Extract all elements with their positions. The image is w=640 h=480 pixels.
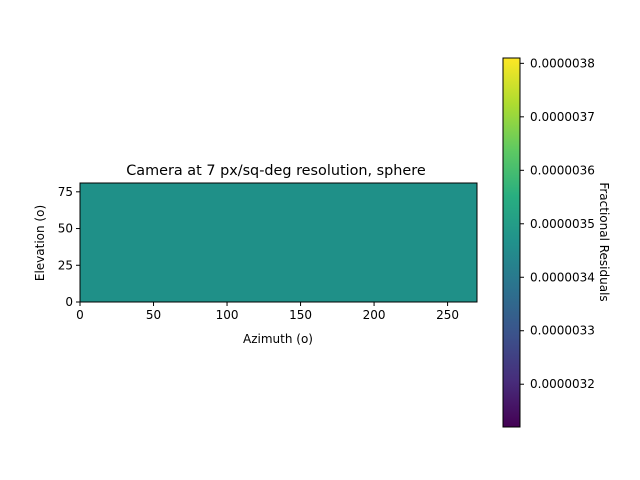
chart-title: Camera at 7 px/sq-deg resolution, sphere xyxy=(126,163,426,179)
y-tick-label: 75 xyxy=(58,185,73,199)
y-axis-label: Elevation (o) xyxy=(33,205,47,281)
colorbar xyxy=(502,57,521,428)
colorbar-tick-label: 0.0000037 xyxy=(530,110,595,124)
x-tick-label: 50 xyxy=(146,308,161,322)
colorbar-tick-label: 0.0000035 xyxy=(530,217,595,231)
x-tick-label: 200 xyxy=(363,308,386,322)
y-tick-label: 0 xyxy=(65,295,73,309)
axes-frame xyxy=(79,182,478,303)
y-axis-ticks: 0 25 50 75 xyxy=(58,185,80,309)
x-tick-label: 250 xyxy=(436,308,459,322)
colorbar-tick-label: 0.0000032 xyxy=(530,377,595,391)
y-tick-label: 25 xyxy=(58,258,73,272)
colorbar-tick-label: 0.0000033 xyxy=(530,324,595,338)
x-tick-label: 150 xyxy=(289,308,312,322)
colorbar-tick-label: 0.0000034 xyxy=(530,270,595,284)
colorbar-tick-label: 0.0000036 xyxy=(530,163,595,177)
colorbar-label: Fractional Residuals xyxy=(597,182,611,301)
y-tick-label: 50 xyxy=(58,222,73,236)
x-axis-ticks: 0 50 100 150 200 250 xyxy=(76,302,459,322)
colorbar-tick-label: 0.0000038 xyxy=(530,56,595,70)
heatmap-cell xyxy=(80,183,477,302)
x-tick-label: 100 xyxy=(216,308,239,322)
x-axis-label: Azimuth (o) xyxy=(243,332,313,346)
x-tick-label: 0 xyxy=(76,308,84,322)
colorbar-ticks: 0.0000032 0.0000033 0.0000034 0.0000035 0.00… xyxy=(520,56,595,391)
